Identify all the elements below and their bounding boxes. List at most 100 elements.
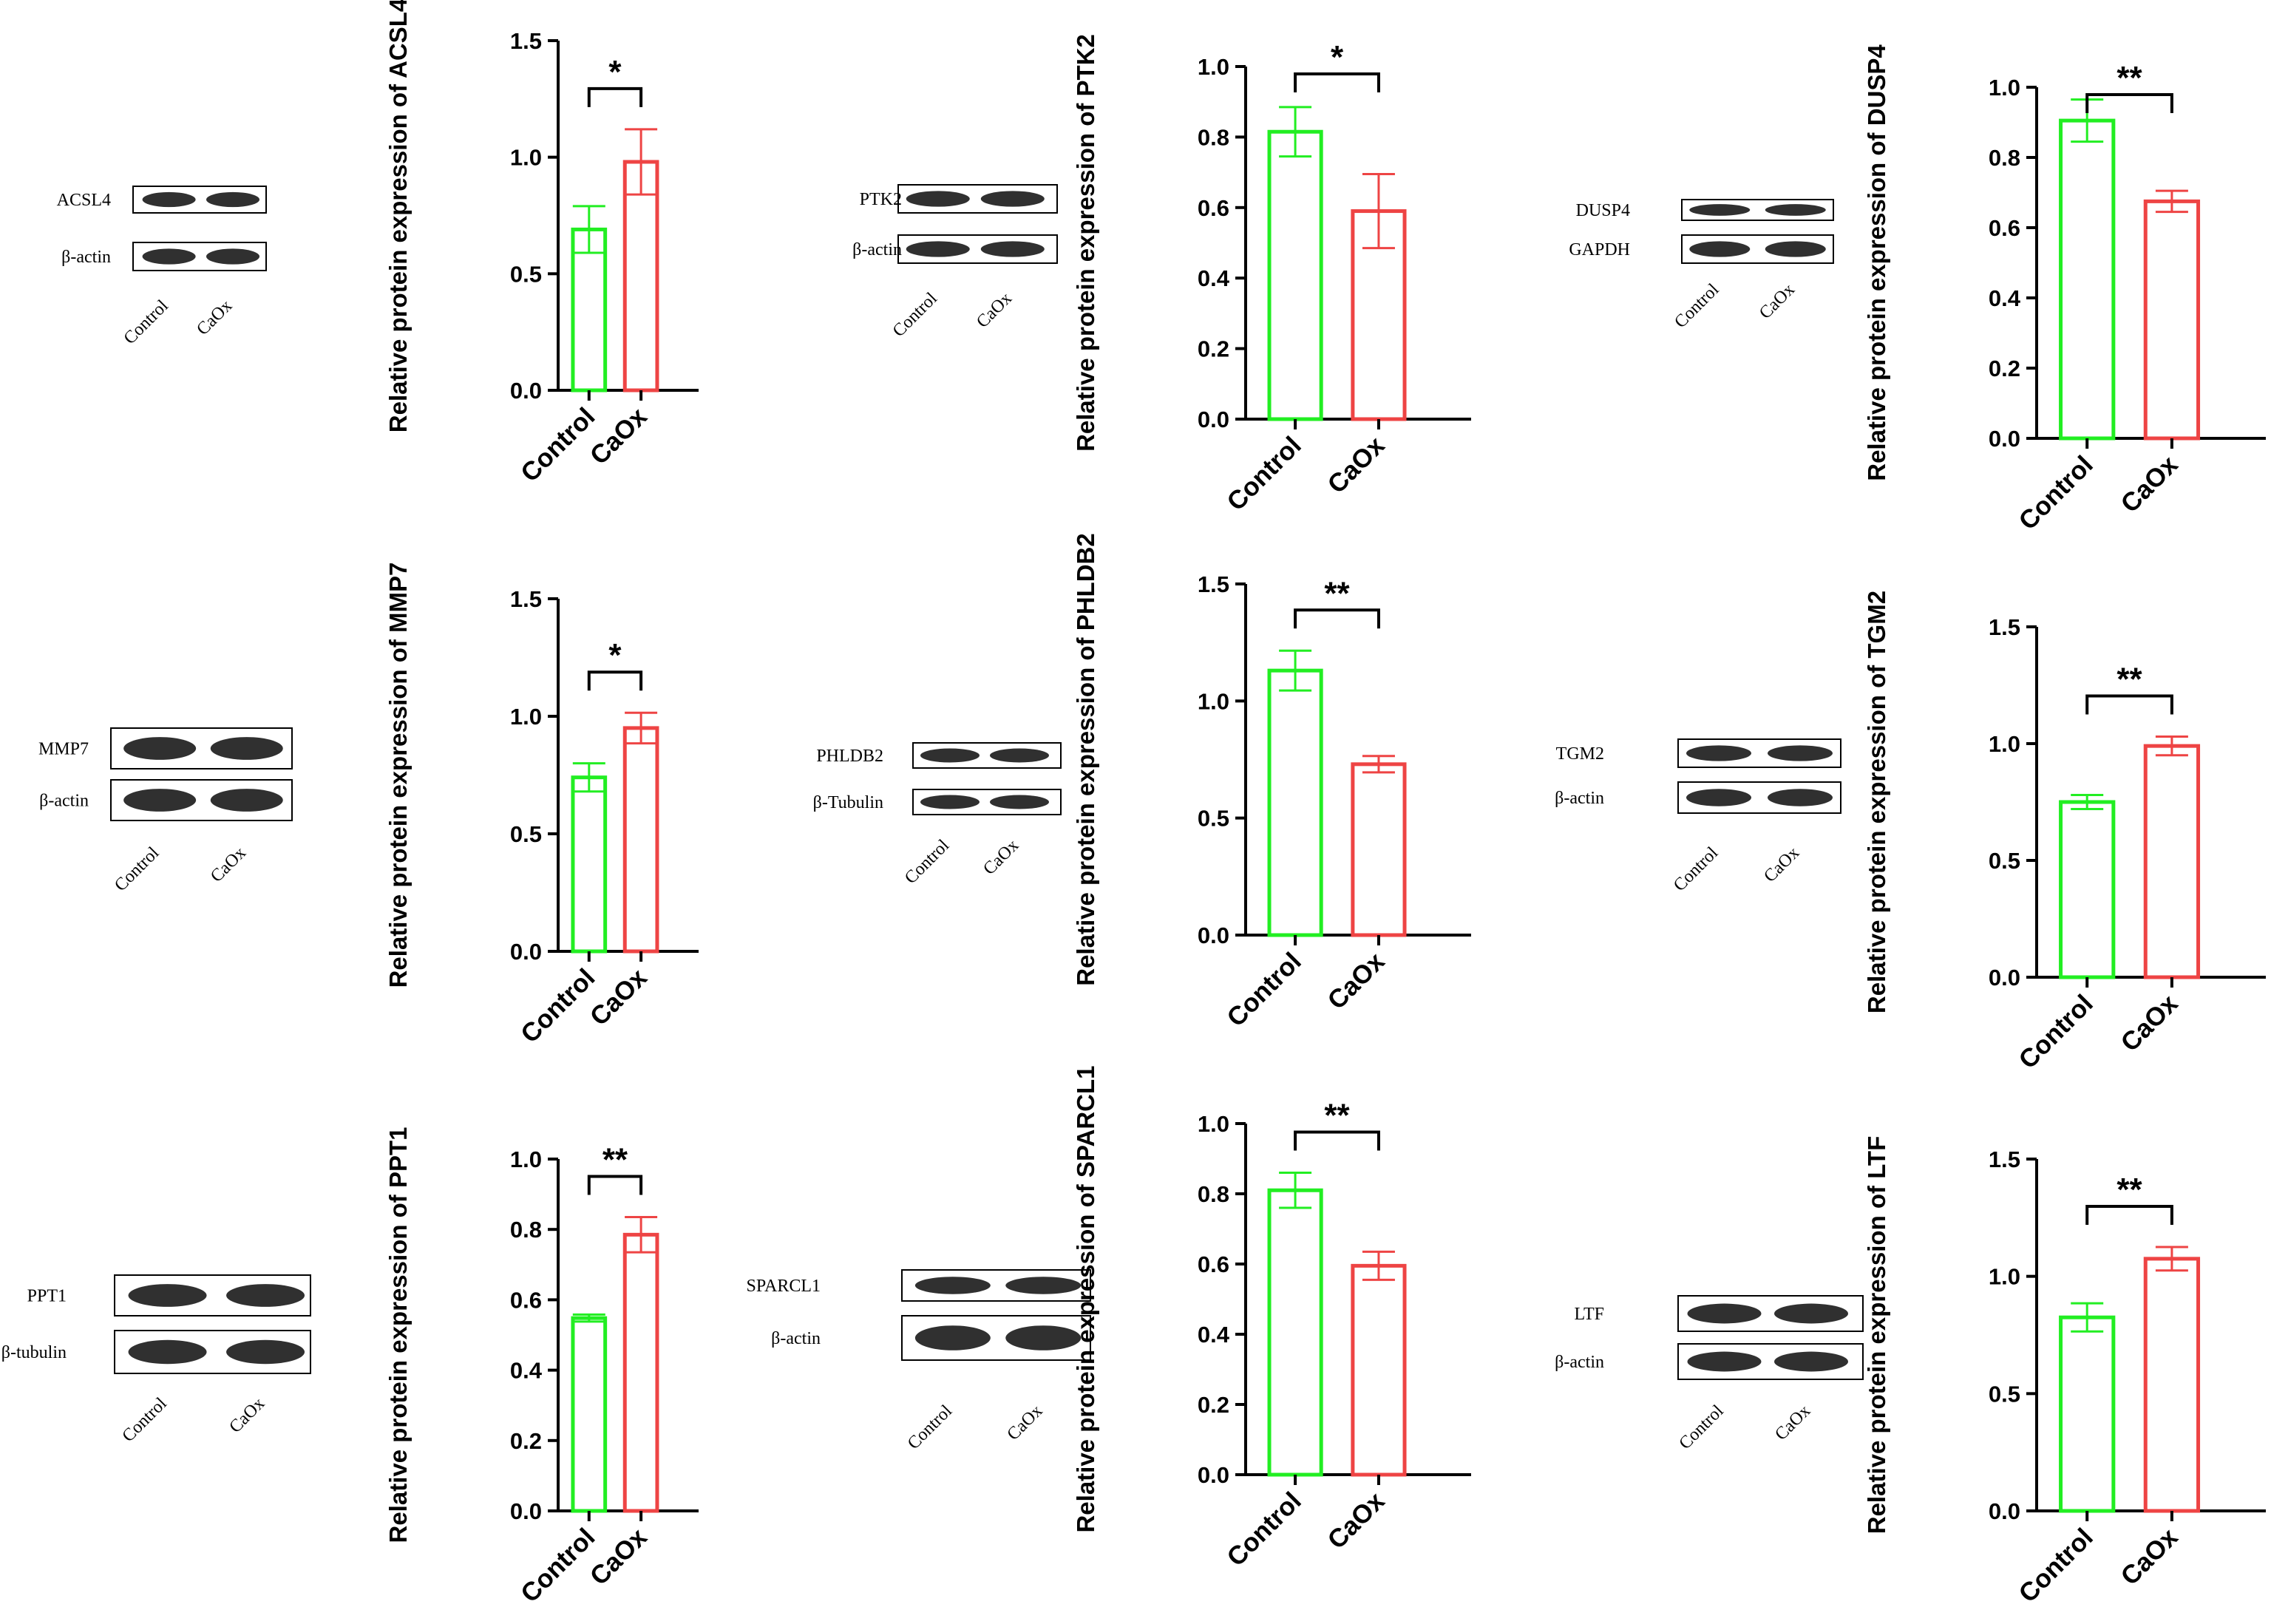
western-blot-ppt1: PPT1 β-tubulin Control CaOx [1,1274,311,1446]
blot-label: β-actin [61,248,111,267]
y-tick-label: 0.0 [510,939,542,965]
bar-caox [1351,1263,1407,1477]
y-tick-label: 0.6 [1198,1251,1229,1277]
blot-lane-label: Control [111,843,163,895]
blot-label: β-actin [1555,789,1604,808]
y-tick-label: 1.0 [1198,54,1229,80]
y-tick-label: 0.6 [510,1287,542,1313]
y-tick-label: 0.5 [1989,848,2020,874]
significance-label: ** [2116,60,2142,96]
blot-band [1768,745,1833,761]
bar-control [571,775,608,954]
bar-caox [622,160,659,393]
blot-band [1689,204,1751,216]
bar-chart-dusp4: 0.0 0.2 0.4 0.6 0.8 1.0 Relative protein expre… [1863,44,2266,536]
western-blot-sparcl1: SPARCL1 β-actin Control CaOx [747,1269,1091,1453]
y-tick-label: 0.5 [1989,1381,2020,1407]
y-tick-label: 0.0 [510,378,542,404]
y-tick-label: 0.4 [510,1358,543,1384]
blot-band [1005,1325,1082,1350]
blot-band [226,1284,305,1307]
y-tick-label: 0.2 [1198,336,1229,362]
blot-label: DUSP4 [1576,201,1630,220]
blot-band [1774,1303,1848,1324]
blot-band [906,191,970,207]
blot-band [1689,241,1751,257]
bar-chart-tgm2: 0.0 0.5 1.0 1.5 Relative protein expression … [1863,591,2266,1075]
y-tick-label: 0.0 [1989,1498,2020,1524]
x-tick-label: Control [1221,431,1307,517]
blot-lane-label: CaOx [225,1394,268,1437]
blot-band [906,241,970,257]
blot-lane-label: CaOx [1756,280,1799,323]
y-tick-label: 1.5 [510,586,542,612]
bar-chart-ppt1: 0.0 0.2 0.4 0.6 0.8 1.0 Relative protein expre… [384,1127,699,1608]
y-tick-label: 0.4 [1198,1322,1230,1348]
blot-band [206,191,259,208]
x-tick-label: Control [1221,1487,1307,1572]
blot-lane-label: Control [904,1402,956,1453]
x-tick-label: CaOx [585,963,654,1032]
x-tick-label: CaOx [2115,989,2184,1058]
y-axis-label: Relative protein expression of PTK2 [1072,34,1099,452]
blot-lane-label: CaOx [1771,1402,1814,1444]
blot-band [914,1325,991,1350]
bar-chart-mmp7: 0.0 0.5 1.0 1.5 Relative protein expression … [384,563,699,1049]
x-tick-label: CaOx [1322,431,1391,500]
western-blot-tgm2: TGM2 β-actin Control CaOx [1555,738,1841,895]
blot-band [1005,1277,1082,1294]
bar-chart-ptk2: 0.0 0.2 0.4 0.6 0.8 1.0 Relative protein expre… [1072,34,1471,517]
blot-band [210,789,283,812]
y-axis-label: Relative protein expression of ACSL4 [384,0,412,432]
y-axis-label: Relative protein expression of DUSP4 [1863,44,1890,481]
y-tick-label: 0.8 [1989,145,2020,171]
significance-label: * [1331,39,1344,75]
western-blot-dusp4: DUSP4 GAPDH Control CaOx [1569,199,1834,332]
blot-lane-label: Control [1670,843,1722,895]
y-tick-label: 0.6 [1198,195,1229,221]
y-tick-label: 0.0 [1989,965,2020,991]
x-tick-label: Control [515,1523,601,1608]
y-tick-label: 1.5 [510,28,542,54]
y-tick-label: 0.5 [510,821,542,847]
significance-bracket [1294,1130,1380,1151]
x-tick-label: Control [2013,989,2099,1075]
blot-band [226,1339,305,1365]
blot-band [142,248,196,265]
blot-band [1687,1303,1762,1324]
y-tick-label: 0.8 [1198,124,1229,150]
western-blot-phldb2: PHLDB2 β-Tubulin Control CaOx [813,742,1062,888]
blot-label: PTK2 [860,190,902,209]
x-tick-label: CaOx [1322,947,1391,1016]
y-tick-label: 0.0 [1989,426,2020,452]
blot-band [206,248,259,265]
y-tick-label: 0.6 [1989,215,2020,241]
y-tick-label: 0.0 [1198,923,1229,948]
blot-band [920,748,980,763]
blot-label: β-actin [1555,1353,1604,1372]
blot-label: ACSL4 [57,191,111,210]
blot-lane-label: Control [120,296,172,348]
blot-band [128,1339,207,1365]
bar-control [571,1316,608,1513]
blot-band [1765,204,1826,216]
bar-control [2059,800,2116,979]
bar-chart-sparcl1: 0.0 0.2 0.4 0.6 0.8 1.0 Relative protein expre… [1072,1065,1471,1572]
y-axis-label: Relative protein expression of MMP7 [384,563,412,988]
blot-lane-label: Control [1675,1402,1727,1453]
blot-label: MMP7 [38,740,89,759]
x-tick-label: Control [2013,450,2099,536]
blot-label: β-actin [771,1329,821,1348]
x-tick-label: CaOx [2115,450,2184,519]
x-tick-label: CaOx [1322,1487,1391,1555]
y-tick-label: 0.0 [1198,1462,1229,1488]
y-tick-label: 0.5 [510,261,542,287]
blot-label: β-actin [852,240,902,259]
y-tick-label: 0.5 [1198,806,1229,832]
